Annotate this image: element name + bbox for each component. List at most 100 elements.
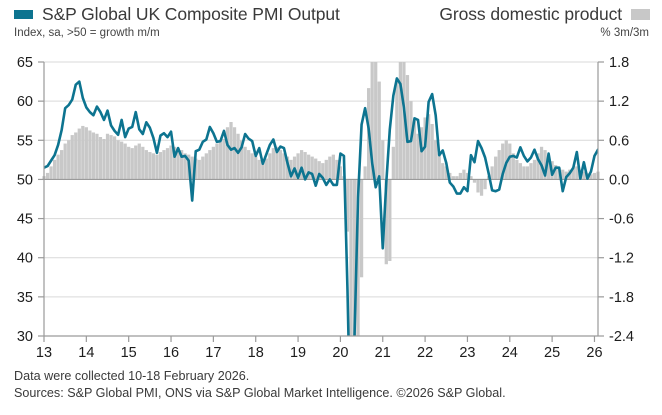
gdp-bar <box>74 132 78 180</box>
x-axis-tick-label: 26 <box>586 345 602 361</box>
gdp-bar <box>501 143 505 180</box>
pmi-line-path <box>44 77 598 336</box>
gdp-bar <box>172 146 177 180</box>
gdp-bar <box>331 154 335 180</box>
gdp-bar <box>98 137 103 180</box>
gdp-bar <box>363 166 367 180</box>
gdp-bar <box>169 145 173 180</box>
gdp-bar <box>239 140 244 180</box>
gdp-bar <box>561 169 565 180</box>
left-axis-tick-labels: 30 35 40 45 50 55 60 65 <box>17 55 33 345</box>
right-axis-tick-label: 0.6 <box>609 133 629 149</box>
gdp-bar <box>197 159 201 180</box>
gdp-bar <box>243 146 247 180</box>
legend-line-swatch-icon <box>14 10 33 19</box>
gdp-bar <box>412 120 417 180</box>
right-axis-tick-label: 1.8 <box>609 55 629 71</box>
gdp-bar <box>462 169 466 180</box>
gdp-bar <box>215 143 219 180</box>
left-axis-tick-label: 65 <box>17 55 33 71</box>
gdp-bar <box>328 156 332 180</box>
gdp-bar <box>268 153 272 180</box>
gdp-bar <box>388 179 392 261</box>
x-axis-tick-label: 22 <box>417 345 433 361</box>
gdp-bar <box>109 135 113 180</box>
left-axis-tick-label: 40 <box>17 251 33 267</box>
gdp-bar <box>254 156 258 180</box>
left-axis-tick-label: 50 <box>17 172 33 188</box>
gdp-bar <box>261 161 265 180</box>
gdp-bar <box>395 81 399 180</box>
gdp-bar <box>95 133 99 180</box>
gdp-bar <box>592 172 597 180</box>
gdp-bar <box>201 156 205 180</box>
x-axis-tick-label: 24 <box>502 345 518 361</box>
gdp-bar <box>296 153 300 180</box>
gdp-bar <box>317 161 321 180</box>
gdp-bar <box>497 150 501 180</box>
gdp-bars-group <box>42 62 600 336</box>
gdp-bar <box>190 156 194 180</box>
x-axis-tick-label: 21 <box>375 345 391 361</box>
gdp-bar <box>314 158 318 180</box>
chart-header: S&P Global UK Composite PMI Output Gross… <box>0 0 662 48</box>
right-axis-unit-label: % 3m/3m <box>600 27 649 39</box>
right-axis-tick-label: -1.8 <box>609 290 634 306</box>
gridlines-group <box>44 61 598 337</box>
gdp-bar <box>515 159 519 180</box>
gdp-bar <box>162 150 166 180</box>
x-axis-tick-label: 16 <box>163 345 179 361</box>
gdp-bar <box>356 179 360 336</box>
gdp-bar <box>465 172 470 180</box>
left-axis-tick-label: 55 <box>17 133 33 149</box>
gdp-bar <box>282 153 286 180</box>
gdp-bar <box>130 148 134 180</box>
gdp-bar <box>427 114 431 180</box>
gdp-bar <box>511 153 515 180</box>
gdp-bar <box>60 150 64 180</box>
gdp-bar <box>222 138 226 180</box>
gdp-bar <box>310 156 314 180</box>
gdp-bar <box>91 132 96 180</box>
left-axis-tick-label: 45 <box>17 212 33 228</box>
gdp-bar <box>208 150 212 180</box>
gdp-bar <box>56 154 60 180</box>
gdp-bar <box>543 150 547 180</box>
x-axis-tick-label: 18 <box>248 345 264 361</box>
gdp-bar <box>370 62 374 180</box>
gdp-bar <box>77 128 81 180</box>
gdp-bar <box>352 179 357 336</box>
gdp-bar <box>398 62 403 180</box>
gdp-bar <box>430 123 434 180</box>
gdp-bar <box>179 150 184 180</box>
footnote-sources: Sources: S&P Global PMI, ONS via S&P Glo… <box>14 386 506 400</box>
gdp-bar <box>141 146 145 180</box>
gdp-bar <box>102 138 106 180</box>
x-axis-tick-label: 14 <box>78 345 94 361</box>
gdp-bar <box>522 166 526 180</box>
gdp-bar <box>264 158 268 180</box>
gdp-bar <box>232 127 237 180</box>
x-axis-tick-label: 19 <box>290 345 306 361</box>
gdp-bar <box>176 148 180 180</box>
gdp-bar <box>451 176 455 180</box>
gdp-bar <box>116 140 120 180</box>
gdp-bar <box>359 179 364 278</box>
gdp-bar <box>391 146 395 180</box>
gdp-bar <box>45 172 50 180</box>
gdp-bar <box>278 150 283 180</box>
gdp-bar <box>494 156 498 180</box>
x-axis-tick-label: 20 <box>332 345 348 361</box>
right-axis-tick-label: -0.6 <box>609 212 634 228</box>
gdp-bar <box>444 166 448 180</box>
legend-item-pmi: S&P Global UK Composite PMI Output <box>14 4 340 25</box>
axes-group <box>38 61 604 342</box>
gdp-bar <box>321 163 325 180</box>
gdp-bar <box>504 140 508 180</box>
gdp-bar <box>144 150 148 180</box>
gdp-bar <box>483 179 487 190</box>
left-axis-unit-label: Index, sa, >50 = growth m/m <box>14 27 160 39</box>
footnote-collection-dates: Data were collected 10-18 February 2026. <box>14 369 250 383</box>
